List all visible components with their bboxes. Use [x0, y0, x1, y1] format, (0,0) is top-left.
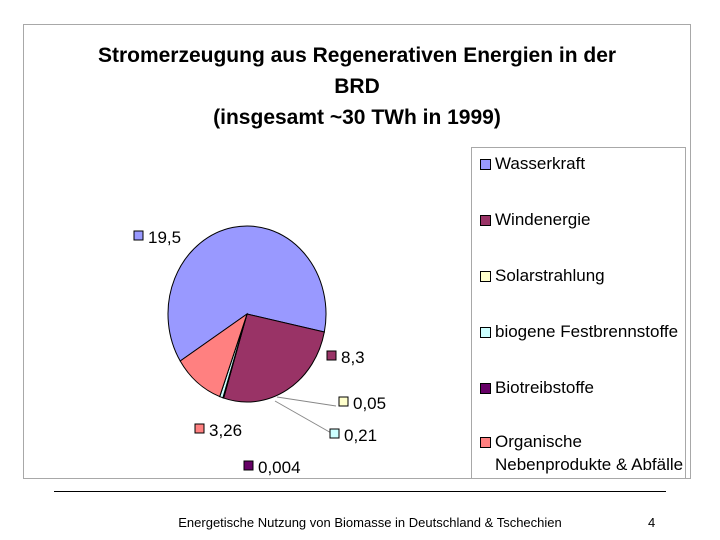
legend-label-1: Windenergie: [495, 210, 591, 229]
leader-line-1: [274, 400, 334, 435]
chart-title-line-3: (insgesamt ~30 TWh in 1999): [213, 106, 501, 129]
pie-slice-5: [179, 312, 248, 398]
legend-label-4: Biotreibstoffe: [495, 378, 594, 397]
chart-title-line-1: Stromerzeugung aus Regenerativen Energie…: [97, 44, 617, 67]
legend-swatch-0: [480, 159, 491, 170]
legend-label-5-0: Organische: [495, 432, 582, 451]
pie-slice-1: [223, 313, 325, 403]
slide-footer: Energetische Nutzung von Biomasse in Deu…: [178, 515, 562, 530]
data-label-text-4: 0,004: [258, 458, 301, 477]
data-label-swatch-4: [243, 460, 254, 471]
legend-swatch-2: [480, 271, 491, 282]
data-label-swatch-1: [326, 350, 337, 361]
legend-label-2: Solarstrahlung: [495, 266, 605, 285]
pie-chart: 19,5 8,3 0,05 0,21 0,004 3,26: [133, 225, 386, 477]
data-label-2: 0,05: [338, 394, 386, 413]
chart-legend: Wasserkraft Windenergie Solarstrahlung biog…: [471, 147, 686, 479]
pie-slice-0: [167, 225, 327, 362]
legend-swatch-1: [480, 215, 491, 226]
legend-label-0: Wasserkraft: [495, 154, 586, 173]
footer-divider: [54, 491, 666, 492]
data-label-text-5: 3,26: [209, 421, 242, 440]
legend-swatch-4: [480, 383, 491, 394]
data-label-swatch-5: [194, 423, 205, 434]
data-label-4: 0,004: [243, 458, 301, 477]
legend-label-3: biogene Festbrennstoffe: [495, 322, 679, 341]
page-number: 4: [648, 515, 656, 530]
data-label-1: 8,3: [326, 348, 365, 367]
data-label-swatch-0: [133, 230, 144, 241]
data-label-text-2: 0,05: [353, 394, 386, 413]
data-label-swatch-2: [338, 396, 349, 407]
data-label-swatch-3: [329, 428, 340, 439]
data-label-text-0: 19,5: [148, 228, 181, 247]
legend-swatch-5: [480, 437, 491, 448]
data-label-0: 19,5: [133, 228, 181, 247]
chart-title-line-2: BRD: [334, 75, 380, 98]
leader-line-0: [276, 396, 337, 407]
data-label-text-1: 8,3: [341, 348, 365, 367]
legend-label-5-1: Nebenprodukte & Abfälle: [495, 455, 684, 474]
data-label-text-3: 0,21: [344, 426, 377, 445]
data-label-3: 0,21: [329, 426, 377, 445]
data-label-5: 3,26: [194, 421, 242, 440]
legend-swatch-3: [480, 327, 491, 338]
chart-area: Stromerzeugung aus Regenerativen Energie…: [23, 24, 691, 479]
